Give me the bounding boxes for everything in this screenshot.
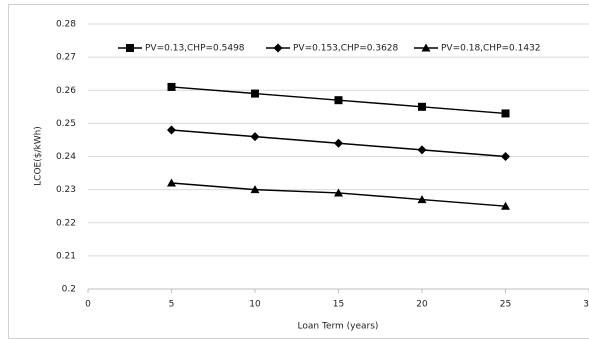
point	[250, 185, 260, 194]
x-tick-label: 5	[169, 300, 175, 310]
point	[501, 201, 510, 210]
y-tick-label: 0.21	[56, 251, 76, 261]
point	[501, 109, 510, 118]
x-tick-label: 15	[333, 300, 344, 310]
y-tick-label: 0.22	[56, 218, 76, 228]
legend-marker	[273, 43, 283, 53]
point	[418, 102, 426, 111]
x-tick-label: 30	[583, 300, 589, 310]
point	[167, 178, 176, 187]
legend-label: PV=0.18,CHP=0.1432	[441, 44, 541, 54]
point	[167, 82, 176, 91]
legend-marker	[126, 44, 134, 52]
point	[501, 152, 510, 161]
point	[417, 145, 427, 155]
point	[250, 132, 260, 142]
point	[417, 195, 427, 204]
point	[334, 96, 343, 105]
x-tick-label: 25	[500, 300, 511, 310]
x-axis-label: Loan Term (years)	[298, 322, 379, 332]
y-tick-label: 0.26	[56, 86, 76, 96]
y-tick-label: 0.24	[56, 152, 76, 162]
y-axis-label: LCOE($/kWh)	[34, 126, 44, 186]
point	[251, 89, 259, 98]
y-tick-label: 0.23	[56, 185, 76, 195]
point	[334, 188, 343, 197]
x-tick-label: 0	[85, 300, 91, 310]
point	[167, 125, 176, 135]
legend-label: PV=0.13,CHP=0.5498	[145, 44, 245, 54]
y-tick-label: 0.25	[56, 119, 76, 129]
x-tick-label: 10	[249, 300, 261, 310]
y-tick-label: 0.27	[56, 53, 76, 63]
chart-border	[8, 4, 589, 339]
point	[334, 138, 343, 148]
legend-label: PV=0.153,CHP=0.3628	[293, 44, 399, 54]
y-tick-label: 0.2	[62, 285, 76, 295]
legend-marker	[421, 43, 431, 52]
y-tick-label: 0.28	[56, 20, 76, 30]
x-tick-label: 20	[416, 300, 428, 310]
